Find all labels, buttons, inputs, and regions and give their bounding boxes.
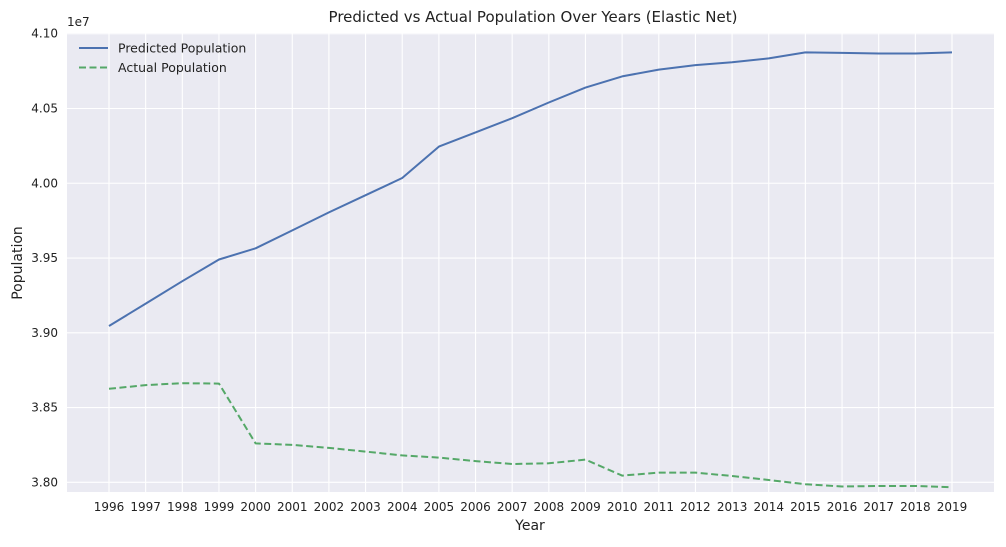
- x-tick-label: 2010: [607, 500, 638, 514]
- x-tick-label: 2008: [534, 500, 565, 514]
- y-tick-label: 3.80: [31, 475, 58, 489]
- x-tick-label: 2014: [753, 500, 784, 514]
- x-tick-label: 2015: [790, 500, 821, 514]
- x-tick-label: 2016: [827, 500, 858, 514]
- x-tick-label: 1999: [204, 500, 235, 514]
- x-tick-label: 2009: [570, 500, 601, 514]
- x-tick-label: 2005: [424, 500, 455, 514]
- x-tick-label: 2013: [717, 500, 748, 514]
- x-tick-label: 2001: [277, 500, 308, 514]
- y-tick-label: 4.05: [31, 102, 58, 116]
- y-tick-label: 3.85: [31, 401, 58, 415]
- x-tick-label: 2003: [350, 500, 381, 514]
- y-axis-exponent: 1e7: [67, 15, 90, 29]
- x-tick-label: 2004: [387, 500, 418, 514]
- y-tick-label: 3.95: [31, 251, 58, 265]
- legend-label: Actual Population: [118, 60, 227, 75]
- x-tick-label: 2007: [497, 500, 528, 514]
- x-axis-label: Year: [514, 518, 545, 534]
- x-tick-label: 1998: [167, 500, 198, 514]
- plot-area: [67, 33, 994, 492]
- y-axis-ticks: 3.80 3.85 3.90 3.95 4.00 4.05 4.10: [31, 27, 58, 490]
- x-tick-label: 2006: [460, 500, 491, 514]
- x-tick-label: 2002: [314, 500, 345, 514]
- x-tick-label: 2018: [900, 500, 931, 514]
- x-tick-label: 2011: [644, 500, 675, 514]
- y-tick-label: 4.00: [31, 176, 58, 190]
- x-tick-label: 2019: [937, 500, 968, 514]
- y-axis-label: Population: [10, 226, 26, 300]
- x-axis-ticks: 1996 1997 1998 1999 2000 2001 2002 2003 2004 2005…: [94, 500, 968, 514]
- legend-label: Predicted Population: [118, 41, 246, 56]
- y-tick-label: 4.10: [31, 27, 58, 41]
- x-tick-label: 1997: [130, 500, 161, 514]
- x-tick-label: 1996: [94, 500, 125, 514]
- chart-title: Predicted vs Actual Population Over Year…: [329, 8, 738, 26]
- x-tick-label: 2000: [240, 500, 271, 514]
- y-tick-label: 3.90: [31, 326, 58, 340]
- x-tick-label: 2012: [680, 500, 711, 514]
- x-tick-label: 2017: [863, 500, 894, 514]
